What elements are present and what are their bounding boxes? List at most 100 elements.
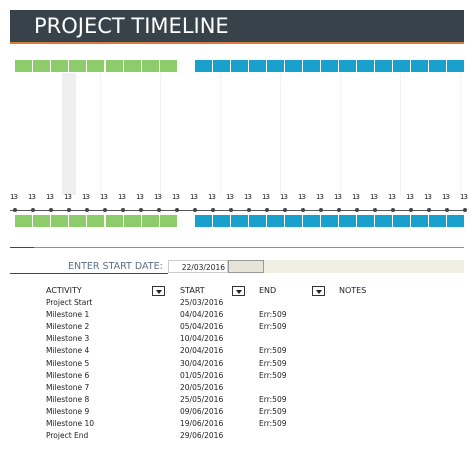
- green-cell: [33, 60, 51, 72]
- axis-dot: [445, 208, 449, 212]
- activity-cell: Milestone 4: [46, 346, 90, 356]
- header-underline: [10, 42, 464, 44]
- green-cell: [87, 215, 105, 227]
- axis-dot: [229, 208, 233, 212]
- grid-line: [340, 73, 341, 195]
- tick-label: 13: [424, 193, 432, 201]
- start-cell: 30/04/2016: [180, 358, 224, 368]
- activity-cell: Milestone 7: [46, 382, 90, 392]
- grid-line: [100, 73, 101, 195]
- axis-dot: [283, 208, 287, 212]
- green-cell: [69, 60, 87, 72]
- blue-cell: [447, 215, 464, 227]
- grid-line: [400, 73, 401, 195]
- blue-cell: [321, 215, 338, 227]
- tick-label: 13: [136, 193, 144, 201]
- green-cell: [123, 60, 141, 72]
- axis-dot: [427, 208, 431, 212]
- column-header: END: [259, 286, 277, 295]
- axis-dot: [85, 208, 89, 212]
- blue-cell: [285, 60, 302, 72]
- tick-label: 13: [10, 193, 18, 201]
- axis-dot: [391, 208, 395, 212]
- start-date-label: ENTER START DATE:: [68, 261, 163, 272]
- end-cell: Err:509: [259, 346, 287, 356]
- blue-cell: [321, 60, 338, 72]
- green-cell: [33, 215, 51, 227]
- tick-label: 13: [82, 193, 90, 201]
- column-header: START: [180, 286, 205, 295]
- spin-scroll[interactable]: [228, 260, 264, 273]
- axis-dot: [67, 208, 71, 212]
- tick-label: 13: [118, 193, 126, 201]
- blue-cell: [429, 60, 446, 72]
- column-header: NOTES: [339, 286, 367, 295]
- green-cell: [141, 60, 159, 72]
- blue-cell: [339, 215, 356, 227]
- blue-cell: [267, 215, 284, 227]
- tick-label: 13: [172, 193, 180, 201]
- axis-dot: [409, 208, 413, 212]
- axis-dot: [103, 208, 107, 212]
- grid-line: [220, 73, 221, 195]
- grid-line: [280, 73, 281, 195]
- start-cell: 19/06/2016: [180, 419, 224, 428]
- tick-label: 13: [262, 193, 270, 201]
- green-cell: [123, 215, 141, 227]
- axis-dot: [49, 208, 53, 212]
- green-cell: [105, 60, 123, 72]
- activity-cell: Milestone 6: [46, 370, 90, 380]
- axis-dot: [211, 208, 215, 212]
- filter-dropdown[interactable]: [232, 286, 245, 296]
- blue-cell: [231, 215, 248, 227]
- filter-dropdown[interactable]: [312, 286, 325, 296]
- tick-label: 13: [244, 193, 252, 201]
- start-cell: 10/04/2016: [180, 334, 224, 344]
- blue-cell: [393, 60, 410, 72]
- tick-label: 13: [226, 193, 234, 201]
- axis-dot: [355, 208, 359, 212]
- start-cell: 01/05/2016: [180, 370, 224, 380]
- activity-cell: Milestone 2: [46, 322, 90, 332]
- start-cell: 20/04/2016: [180, 346, 224, 356]
- tick-label: 13: [280, 193, 288, 201]
- tick-label: 13: [190, 193, 198, 201]
- activity-cell: Project Start: [46, 298, 93, 307]
- start-cell: 04/04/2016: [180, 310, 224, 320]
- grid-line: [460, 73, 461, 195]
- blue-cell: [231, 60, 248, 72]
- green-cell: [51, 60, 69, 72]
- tick-label: 13: [208, 193, 216, 201]
- tick-label: 13: [334, 193, 342, 201]
- column-header: ACTIVITY: [46, 286, 82, 295]
- tick-label: 13: [100, 193, 108, 201]
- activity-cell: Milestone 8: [46, 394, 90, 404]
- timeline-axis: [10, 210, 464, 211]
- end-cell: Err:509: [259, 310, 287, 320]
- blue-cell: [249, 60, 266, 72]
- start-cell: 25/05/2016: [180, 394, 224, 404]
- header-bar: [10, 10, 464, 42]
- start-cell: 25/03/2016: [180, 298, 224, 307]
- green-cell: [15, 215, 33, 227]
- blue-cell: [357, 60, 374, 72]
- end-cell: Err:509: [259, 358, 287, 368]
- axis-dot: [247, 208, 251, 212]
- green-cell: [15, 60, 33, 72]
- tick-label: 13: [298, 193, 306, 201]
- filter-dropdown[interactable]: [152, 286, 165, 296]
- blue-cell: [357, 215, 374, 227]
- blue-cell: [249, 215, 266, 227]
- divider-orange: [34, 247, 464, 248]
- blue-cell: [267, 60, 284, 72]
- axis-dot: [31, 208, 35, 212]
- start-date-input[interactable]: 22/03/2016: [168, 260, 228, 273]
- axis-dot: [175, 208, 179, 212]
- green-cell: [69, 215, 87, 227]
- axis-dot: [463, 208, 467, 212]
- activity-cell: Milestone 1: [46, 310, 90, 320]
- tick-label: 13: [406, 193, 414, 201]
- axis-dot: [319, 208, 323, 212]
- divider-blue: [10, 247, 34, 248]
